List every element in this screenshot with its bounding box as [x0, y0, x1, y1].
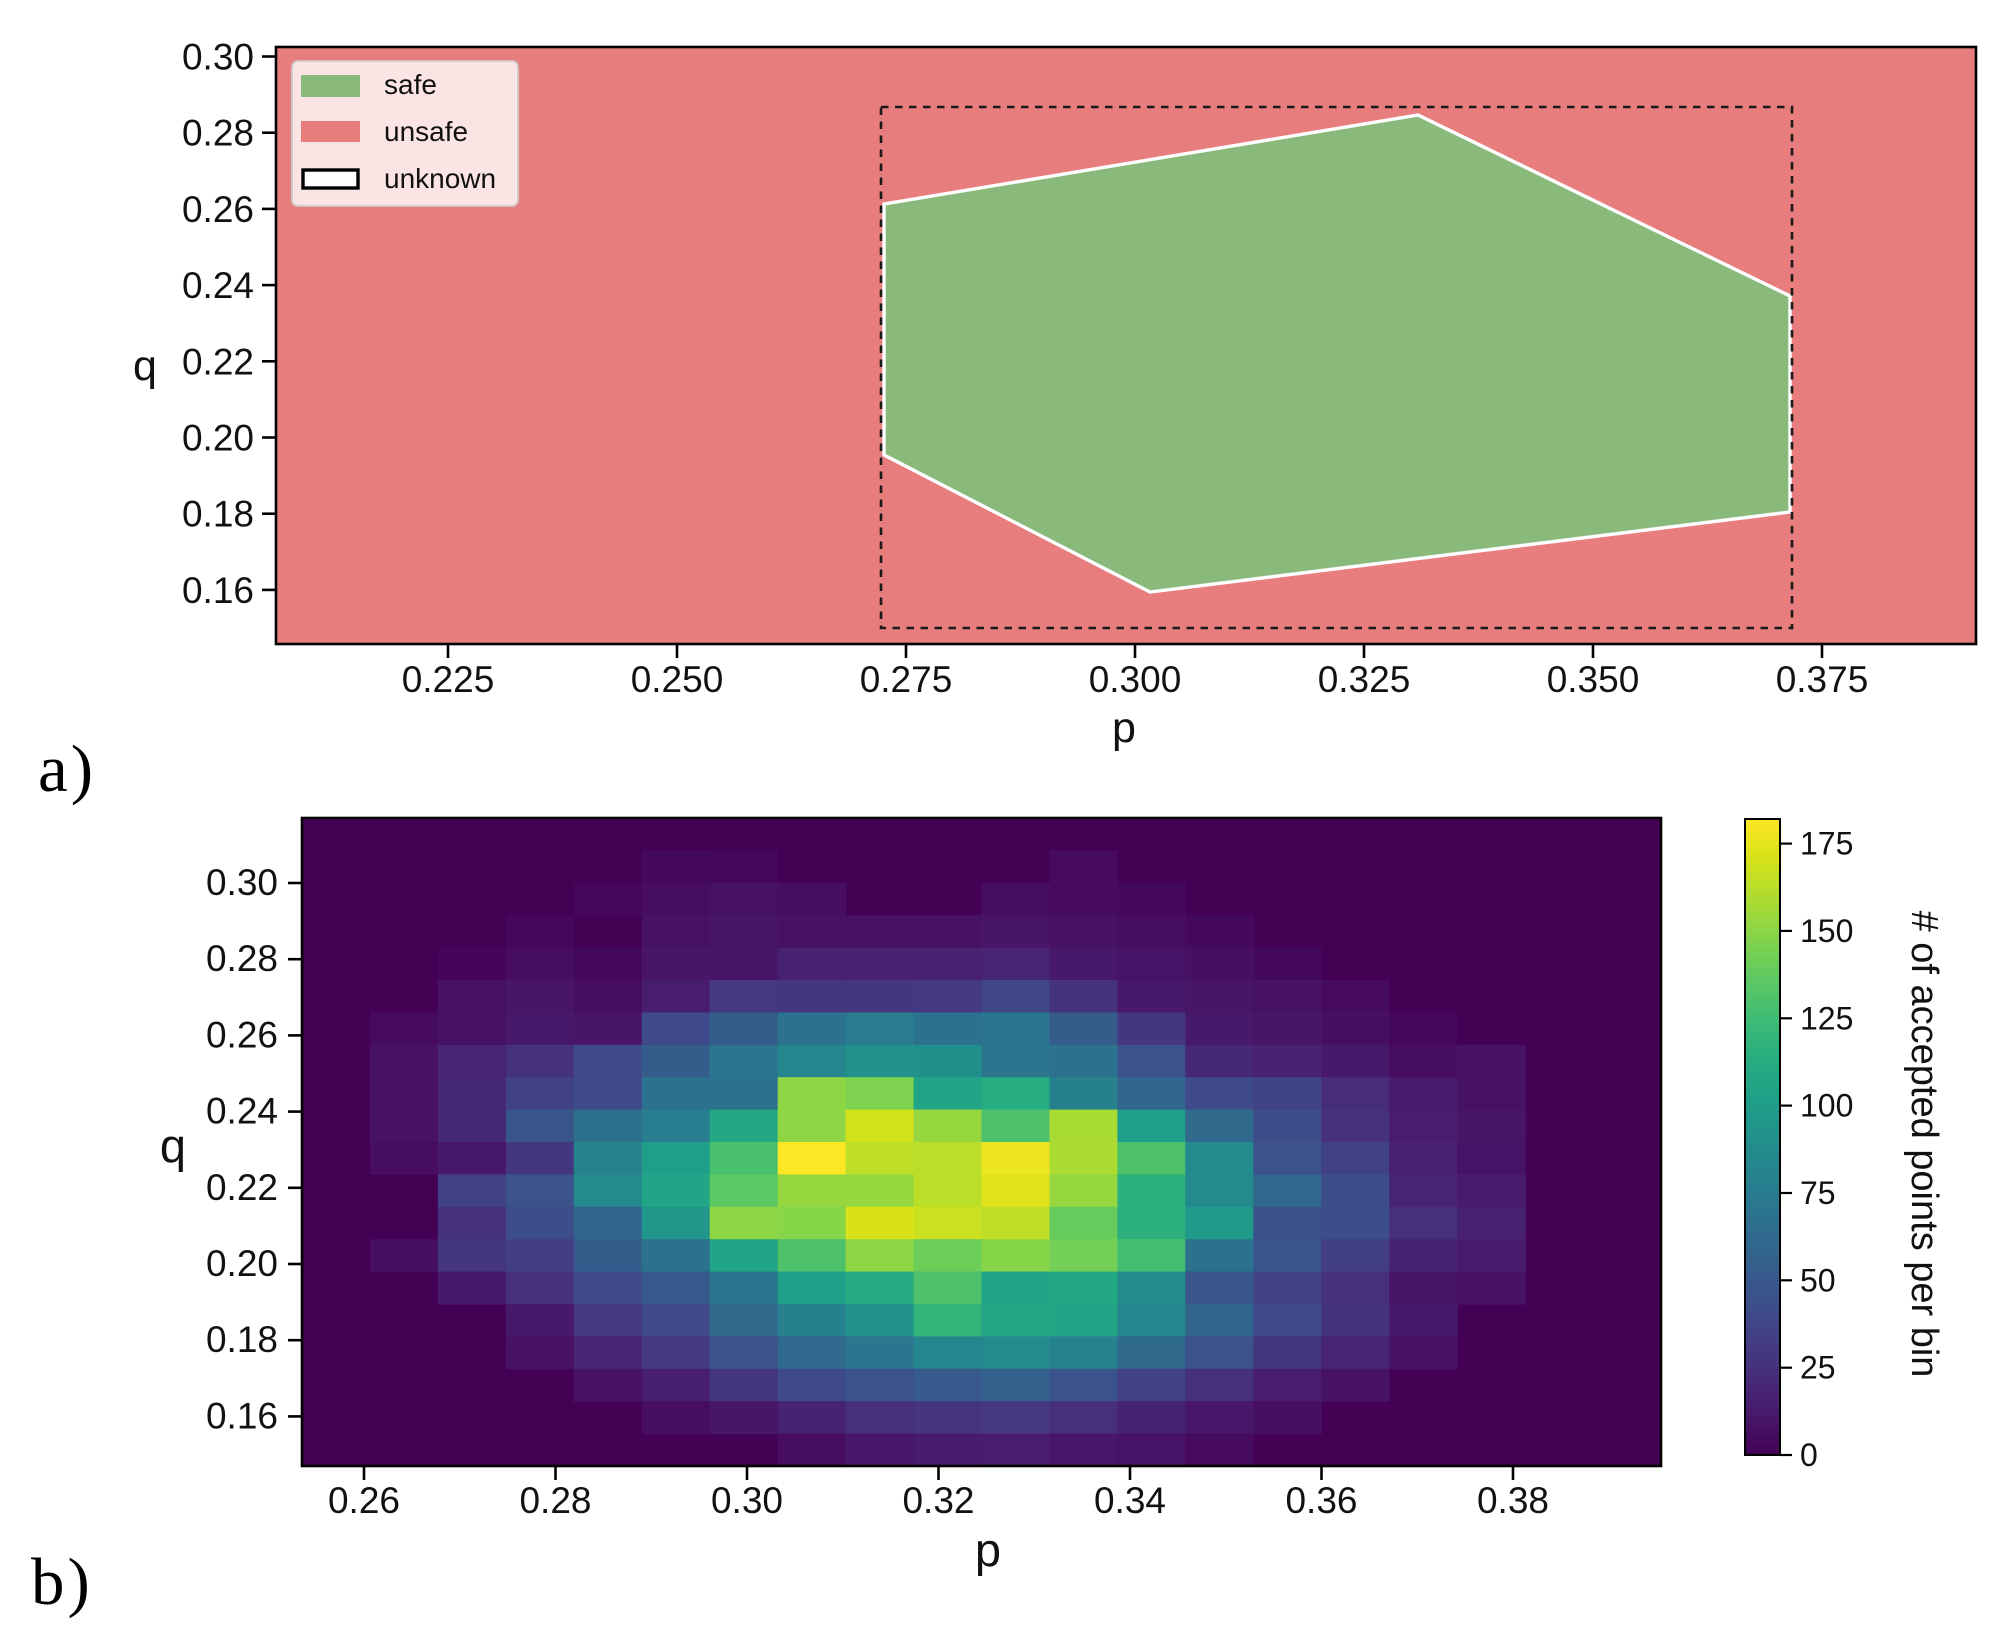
svg-text:0.28: 0.28: [519, 1480, 591, 1521]
svg-text:125: 125: [1800, 1000, 1853, 1036]
svg-text:0.18: 0.18: [182, 494, 254, 535]
svg-text:0.300: 0.300: [1089, 659, 1182, 700]
svg-text:q: q: [133, 342, 157, 390]
svg-text:0.26: 0.26: [328, 1480, 400, 1521]
svg-text:0.38: 0.38: [1477, 1480, 1549, 1521]
svg-text:0.20: 0.20: [206, 1243, 278, 1284]
svg-text:0.20: 0.20: [182, 418, 254, 459]
svg-text:0.275: 0.275: [860, 659, 953, 700]
svg-text:0.18: 0.18: [206, 1319, 278, 1360]
svg-text:100: 100: [1800, 1088, 1853, 1124]
svg-text:0.30: 0.30: [182, 37, 254, 78]
svg-text:0.30: 0.30: [711, 1480, 783, 1521]
svg-text:0.30: 0.30: [206, 862, 278, 903]
svg-text:unknown: unknown: [384, 163, 496, 194]
svg-text:0.36: 0.36: [1285, 1480, 1357, 1521]
svg-text:0.26: 0.26: [182, 189, 254, 230]
svg-text:q: q: [160, 1119, 186, 1172]
svg-text:0.22: 0.22: [182, 341, 254, 382]
svg-text:0.325: 0.325: [1318, 659, 1411, 700]
svg-text:0.28: 0.28: [182, 113, 254, 154]
svg-text:0.250: 0.250: [631, 659, 724, 700]
svg-text:0.350: 0.350: [1547, 659, 1640, 700]
svg-text:0.34: 0.34: [1094, 1480, 1166, 1521]
svg-text:0.24: 0.24: [206, 1091, 278, 1132]
svg-text:25: 25: [1800, 1350, 1836, 1386]
svg-text:175: 175: [1800, 826, 1853, 862]
svg-text:a): a): [38, 732, 96, 806]
svg-text:0.32: 0.32: [902, 1480, 974, 1521]
svg-text:0.16: 0.16: [182, 570, 254, 611]
svg-text:0: 0: [1800, 1437, 1818, 1473]
svg-text:0.375: 0.375: [1776, 659, 1869, 700]
svg-text:0.26: 0.26: [206, 1014, 278, 1055]
svg-text:p: p: [975, 1523, 1001, 1576]
svg-text:0.22: 0.22: [206, 1167, 278, 1208]
svg-text:150: 150: [1800, 913, 1853, 949]
svg-text:unsafe: unsafe: [384, 116, 468, 147]
svg-text:b): b): [31, 1545, 93, 1619]
svg-text:# of accepted points per bin: # of accepted points per bin: [1903, 911, 1945, 1378]
svg-text:0.225: 0.225: [402, 659, 495, 700]
svg-text:75: 75: [1800, 1175, 1836, 1211]
svg-text:p: p: [1112, 704, 1136, 752]
svg-text:0.16: 0.16: [206, 1395, 278, 1436]
svg-text:safe: safe: [384, 69, 437, 100]
svg-text:0.24: 0.24: [182, 265, 254, 306]
svg-text:50: 50: [1800, 1262, 1836, 1298]
svg-text:0.28: 0.28: [206, 938, 278, 979]
